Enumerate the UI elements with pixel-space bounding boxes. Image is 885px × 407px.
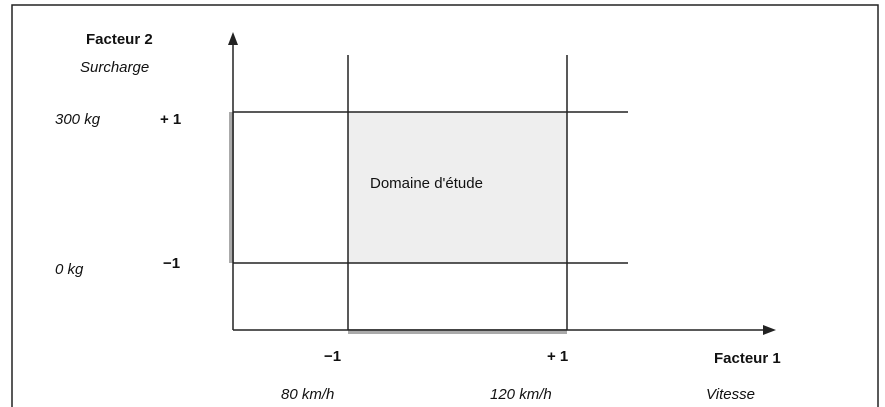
- domain-label: Domaine d'étude: [370, 175, 483, 192]
- factor-name: Surcharge: [80, 59, 149, 76]
- x-arrow: [763, 325, 776, 335]
- level-value: 300 kg: [55, 111, 101, 128]
- coded-level: −1: [163, 255, 180, 272]
- coded-level: + 1: [547, 348, 568, 365]
- factor-title: Facteur 1: [714, 350, 781, 367]
- factor-title: Facteur 2: [86, 31, 153, 48]
- factor-name: Vitesse: [706, 386, 755, 403]
- level-value: 120 km/h: [490, 386, 552, 403]
- y-arrow: [228, 32, 238, 45]
- coded-level: + 1: [160, 111, 181, 128]
- coded-level: −1: [324, 348, 341, 365]
- factor1-range: [348, 329, 567, 334]
- level-value: 0 kg: [55, 261, 84, 278]
- factor2-range: [229, 112, 234, 263]
- level-value: 80 km/h: [281, 386, 334, 403]
- study-domain: [348, 112, 567, 263]
